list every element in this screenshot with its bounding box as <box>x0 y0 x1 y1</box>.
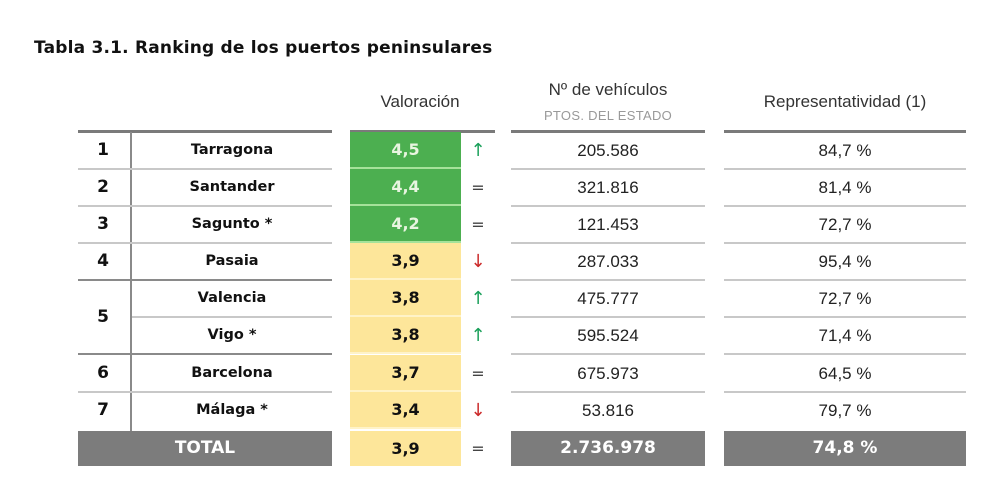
trend-down-arrow-icon: ↓ <box>470 251 486 272</box>
representativeness-value: 71,4 % <box>818 326 872 345</box>
rank-number: 7 <box>97 400 109 420</box>
header-vehiculos: Nº de vehículos <box>548 80 668 99</box>
total-trend-equal-icon: = <box>471 439 485 458</box>
row-divider <box>724 316 966 318</box>
row-divider <box>78 205 332 207</box>
vehicles-count: 53.816 <box>582 401 634 420</box>
score-cell: 3,8 <box>350 317 461 354</box>
trend-equal-icon: = <box>471 215 485 234</box>
rank-number: 5 <box>97 307 109 327</box>
vehicles-count: 287.033 <box>577 252 639 271</box>
row-divider <box>724 168 966 170</box>
score-cell: 4,4 <box>350 169 461 206</box>
row-divider <box>78 353 332 355</box>
row-divider <box>724 242 966 244</box>
header-divider-left <box>78 130 332 133</box>
port-name: Vigo * <box>207 327 257 343</box>
row-divider <box>724 353 966 355</box>
row-divider <box>511 205 705 207</box>
port-name: Valencia <box>197 290 267 306</box>
trend-equal-icon: = <box>471 364 485 383</box>
rank-number: 1 <box>97 140 109 160</box>
score-cell: 4,5 <box>350 132 461 169</box>
header-divider-valoracion <box>350 130 495 133</box>
header-vehiculos-sub: PTOS. DEL ESTADO <box>543 108 673 123</box>
representativeness-value: 72,7 % <box>818 289 872 308</box>
rank-number: 2 <box>97 177 109 197</box>
trend-equal-icon: = <box>471 178 485 197</box>
score-cell: 3,8 <box>350 280 461 317</box>
row-divider <box>724 391 966 393</box>
row-divider <box>78 242 332 244</box>
row-divider <box>511 316 705 318</box>
score-cell: 3,9 <box>350 243 461 280</box>
row-divider <box>132 316 332 318</box>
total-score: 3,9 <box>350 431 461 466</box>
vehicles-count: 595.524 <box>577 326 639 345</box>
header-divider-representatividad <box>724 130 966 133</box>
port-name: Tarragona <box>190 142 274 158</box>
row-divider <box>78 279 332 281</box>
trend-up-arrow-icon: ↑ <box>470 288 486 309</box>
rank-number: 3 <box>97 214 109 234</box>
header-valoracion: Valoración <box>380 92 460 111</box>
vehicles-count: 205.586 <box>577 141 639 160</box>
row-divider <box>511 242 705 244</box>
port-name: Barcelona <box>191 365 273 381</box>
total-representativeness: 74,8 % <box>724 431 966 466</box>
row-divider <box>511 353 705 355</box>
rank-column-separator <box>130 132 132 431</box>
representativeness-value: 72,7 % <box>818 215 872 234</box>
row-divider <box>724 205 966 207</box>
vehicles-count: 475.777 <box>577 289 639 308</box>
trend-down-arrow-icon: ↓ <box>470 400 486 421</box>
row-divider <box>78 391 332 393</box>
port-name: Santander <box>189 179 275 195</box>
representativeness-value: 95,4 % <box>818 252 872 271</box>
table-title: Tabla 3.1. Ranking de los puertos penins… <box>34 38 493 58</box>
trend-up-arrow-icon: ↑ <box>470 140 486 161</box>
representativeness-value: 64,5 % <box>818 364 872 383</box>
rank-number: 6 <box>97 363 109 383</box>
port-name: Pasaia <box>205 253 259 269</box>
header-representatividad: Representatividad (1) <box>763 92 927 111</box>
vehicles-count: 675.973 <box>577 364 639 383</box>
trend-up-arrow-icon: ↑ <box>470 325 486 346</box>
score-cell: 3,7 <box>350 355 461 392</box>
port-name: Málaga * <box>196 402 268 418</box>
row-divider <box>724 279 966 281</box>
representativeness-value: 81,4 % <box>818 178 872 197</box>
row-divider <box>511 279 705 281</box>
representativeness-value: 84,7 % <box>818 141 872 160</box>
total-vehicles: 2.736.978 <box>511 431 705 466</box>
score-cell: 4,2 <box>350 206 461 243</box>
representativeness-value: 79,7 % <box>818 401 872 420</box>
rank-number: 4 <box>97 251 109 271</box>
score-cell: 3,4 <box>350 392 461 429</box>
row-divider <box>511 391 705 393</box>
row-divider <box>78 168 332 170</box>
vehicles-count: 121.453 <box>577 215 639 234</box>
port-name: Sagunto * <box>191 216 273 232</box>
header-divider-vehiculos <box>511 130 705 133</box>
vehicles-count: 321.816 <box>577 178 639 197</box>
row-divider <box>511 168 705 170</box>
total-label: TOTAL <box>78 431 332 466</box>
